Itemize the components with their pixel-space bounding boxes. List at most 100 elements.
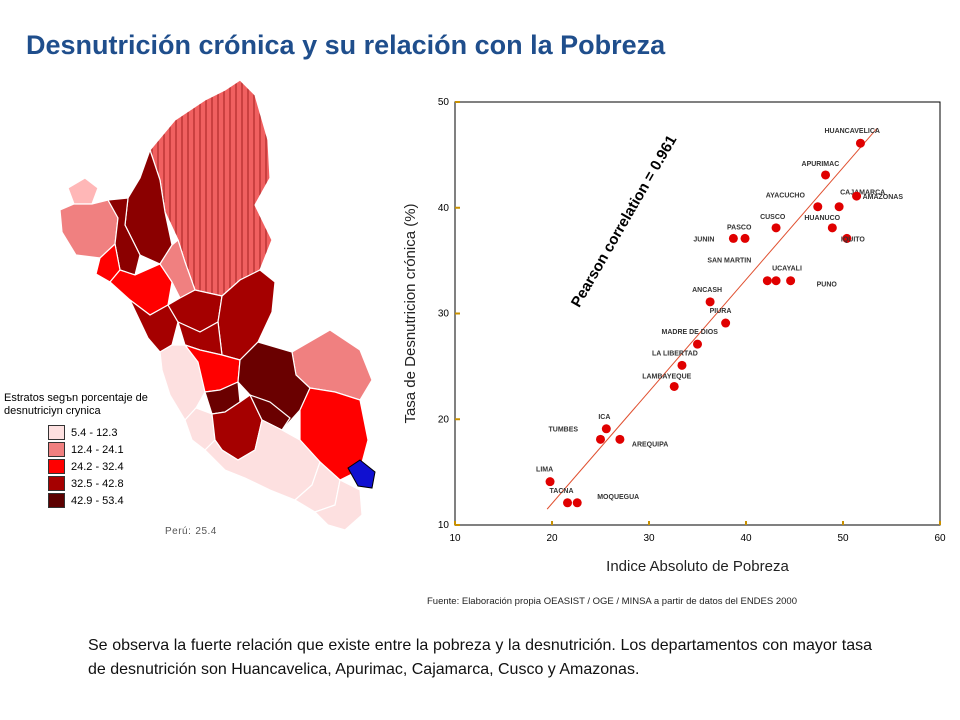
point-label: PUNO <box>817 282 838 289</box>
region-san-martin <box>159 238 196 299</box>
region-ancash <box>129 299 179 353</box>
data-point <box>786 276 796 286</box>
plot-area <box>454 101 941 526</box>
data-point <box>821 170 831 180</box>
legend-item: 12.4 - 24.1 <box>48 441 174 458</box>
data-point <box>827 223 837 233</box>
point-label: SAN MARTIN <box>707 258 751 265</box>
point-label: CUSCO <box>760 214 786 221</box>
x-tick-label: 60 <box>934 533 946 544</box>
point-label: ICA <box>598 414 610 421</box>
data-point <box>677 360 687 370</box>
data-point <box>596 434 605 444</box>
data-point <box>855 138 865 148</box>
point-label: LIMA <box>536 467 553 474</box>
data-point <box>705 297 715 307</box>
data-point <box>740 233 750 243</box>
x-tick-label: 10 <box>449 533 461 544</box>
data-point <box>545 477 555 487</box>
legend-swatch <box>48 459 65 474</box>
country-value: 25.4 <box>195 526 217 537</box>
data-point <box>572 498 582 508</box>
x-tick-label: 30 <box>643 533 655 544</box>
point-label: MADRE DE DIOS <box>662 329 719 336</box>
x-tick-label: 20 <box>546 533 558 544</box>
data-point <box>563 498 573 508</box>
legend-swatch <box>48 493 65 508</box>
region-puno <box>299 387 369 481</box>
point-label: UCAYALI <box>772 266 802 273</box>
peru-map <box>0 70 420 550</box>
country-average-note: Perú: 25.4 <box>165 526 217 537</box>
data-point <box>813 202 823 212</box>
data-point <box>771 223 781 233</box>
legend-list: 5.4 - 12.3 12.4 - 24.1 24.2 - 32.4 32.5 … <box>48 424 174 509</box>
source-note: Fuente: Elaboración propia OEASIST / OGE… <box>427 596 797 607</box>
x-axis-label: Indice Absoluto de Pobreza <box>606 558 789 575</box>
region-arequipa <box>204 419 321 501</box>
region-lima <box>159 344 206 421</box>
legend-item: 42.9 - 53.4 <box>48 492 174 509</box>
region-tacna <box>313 479 363 531</box>
legend-item: 32.5 - 42.8 <box>48 475 174 492</box>
data-point <box>601 424 611 434</box>
x-tick-label: 40 <box>740 533 752 544</box>
data-point <box>834 202 844 212</box>
lake-titicaca <box>347 459 376 489</box>
point-label: TUMBES <box>549 426 579 433</box>
y-tick-label: 50 <box>438 97 450 108</box>
point-label: LA LIBERTAD <box>652 350 698 357</box>
legend-label: 5.4 - 12.3 <box>71 426 118 439</box>
x-tick-label: 50 <box>837 533 849 544</box>
point-label: CAJAMARCA <box>840 190 885 197</box>
legend-label: 12.4 - 24.1 <box>71 443 124 456</box>
point-label: AREQUIPA <box>632 441 668 448</box>
data-point <box>771 276 781 286</box>
legend-swatch <box>48 425 65 440</box>
point-label: MOQUEGUA <box>597 494 639 501</box>
point-label: ANCASH <box>692 287 722 294</box>
y-axis-label: Tasa de Desnutricion crónica (%) <box>402 203 419 423</box>
region-apurimac <box>248 393 291 431</box>
point-label: APURIMAC <box>802 161 840 168</box>
data-point <box>693 339 702 349</box>
data-point <box>721 318 731 328</box>
data-point <box>669 381 679 391</box>
point-label: AMAZONAS <box>863 194 904 201</box>
scatter-chart: 10 20 30 40 50 60 10 20 30 40 50 HUANCAVELICA APUR… <box>402 97 946 575</box>
point-label: AYACUCHO <box>766 193 806 200</box>
map-legend: Estratos segъn porcentaje de desnutriciу… <box>4 392 174 509</box>
data-points: HUANCAVELICA APURIMAC CAJAMARCA AYACUCHO AMA… <box>536 128 904 508</box>
data-point <box>615 434 625 444</box>
country-label: Perú: <box>165 526 192 537</box>
point-label: HUANCAVELICA <box>824 128 879 135</box>
y-tick-label: 20 <box>438 414 450 425</box>
point-label: TACNA <box>550 488 574 495</box>
point-label: LAMBAYEQUE <box>642 373 691 380</box>
summary-paragraph: Se observa la fuerte relación que existe… <box>88 637 872 678</box>
data-point <box>728 233 738 243</box>
data-point <box>842 233 852 243</box>
y-tick-label: 40 <box>438 203 450 214</box>
point-label: JUNIN <box>693 236 714 243</box>
data-point <box>762 276 772 286</box>
legend-swatch <box>48 476 65 491</box>
legend-label: 42.9 - 53.4 <box>71 494 124 507</box>
data-point <box>852 191 862 201</box>
legend-label: 24.2 - 32.4 <box>71 460 124 473</box>
y-ticks: 10 20 30 40 50 <box>438 97 460 531</box>
y-tick-label: 10 <box>438 520 450 531</box>
legend-swatch <box>48 442 65 457</box>
region-tumbes <box>67 177 99 205</box>
point-label: PIURA <box>710 308 732 315</box>
x-ticks: 10 20 30 40 50 60 <box>449 521 946 544</box>
point-label: PASCO <box>727 224 752 231</box>
y-tick-label: 30 <box>438 309 450 320</box>
legend-item: 5.4 - 12.3 <box>48 424 174 441</box>
point-label: HUANUCO <box>804 215 840 222</box>
legend-title: Estratos segъn porcentaje de desnutriciу… <box>4 392 148 417</box>
peru-map-svg <box>59 79 376 531</box>
point-label: IQUITO <box>841 236 866 243</box>
legend-label: 32.5 - 42.8 <box>71 477 124 490</box>
trend-line <box>546 128 878 510</box>
